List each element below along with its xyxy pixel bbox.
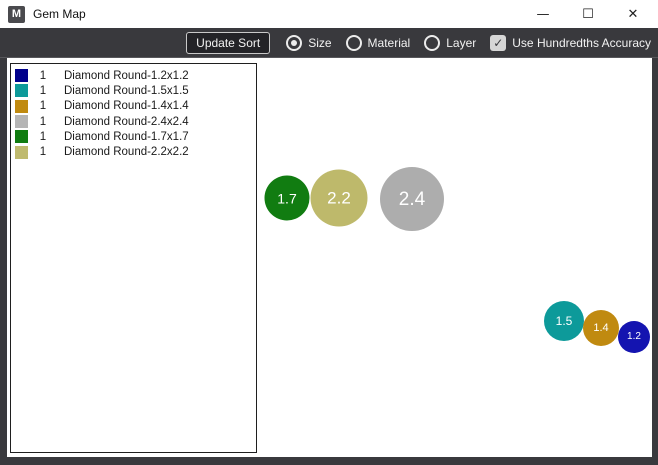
color-swatch-icon: [15, 99, 28, 113]
check-icon: ✓: [490, 34, 507, 51]
radio-button-icon: [345, 34, 362, 51]
legend-item[interactable]: 1 Diamond Round-1.4x1.4: [11, 99, 256, 114]
legend-label: Diamond Round-1.7x1.7: [64, 130, 189, 143]
radio-layer-label: Layer: [446, 35, 477, 50]
legend-count: 1: [39, 146, 47, 159]
minimize-button[interactable]: —: [528, 2, 558, 26]
radio-button-icon: [286, 34, 303, 51]
content-frame: 1 Diamond Round-1.2x1.2 1 Diamond Round-1.5…: [0, 58, 658, 465]
legend-label: Diamond Round-1.5x1.5: [64, 84, 189, 97]
legend-count: 1: [39, 130, 47, 143]
accuracy-checkbox[interactable]: ✓ Use Hundredths Accuracy: [490, 34, 651, 51]
window-title: Gem Map: [33, 7, 86, 21]
gem-circle[interactable]: 1.2: [618, 321, 650, 353]
legend-count: 1: [39, 115, 47, 128]
legend-item[interactable]: 1 Diamond Round-1.5x1.5: [11, 83, 256, 98]
gem-circle[interactable]: 1.4: [583, 310, 619, 346]
legend-item[interactable]: 1 Diamond Round-1.7x1.7: [11, 129, 256, 144]
legend-item[interactable]: 1 Diamond Round-2.4x2.4: [11, 114, 256, 129]
legend-item[interactable]: 1 Diamond Round-1.2x1.2: [11, 68, 256, 83]
radio-button-icon: [424, 34, 441, 51]
gem-circle[interactable]: 2.4: [380, 167, 444, 231]
legend-listbox[interactable]: 1 Diamond Round-1.2x1.2 1 Diamond Round-1.5…: [10, 63, 257, 453]
accuracy-checkbox-label: Use Hundredths Accuracy: [512, 35, 651, 50]
radio-material[interactable]: Material: [345, 34, 411, 51]
app-icon: M: [8, 5, 25, 23]
color-swatch-icon: [15, 145, 28, 159]
legend-count: 1: [39, 84, 47, 97]
color-swatch-icon: [15, 115, 28, 129]
map-canvas[interactable]: 1 Diamond Round-1.2x1.2 1 Diamond Round-1.5…: [7, 58, 652, 457]
gem-circle[interactable]: 1.5: [544, 301, 584, 341]
legend-label: Diamond Round-2.4x2.4: [64, 115, 189, 128]
title-bar: M Gem Map — ☐ ✕: [0, 0, 658, 28]
radio-layer[interactable]: Layer: [424, 34, 477, 51]
legend-label: Diamond Round-1.4x1.4: [64, 100, 189, 113]
maximize-button[interactable]: ☐: [573, 2, 603, 26]
legend-label: Diamond Round-1.2x1.2: [64, 69, 189, 82]
radio-material-label: Material: [367, 35, 411, 50]
gem-circle[interactable]: 1.7: [264, 175, 310, 221]
radio-size-label: Size: [308, 35, 332, 50]
update-sort-button[interactable]: Update Sort: [186, 31, 271, 54]
window-controls: — ☐ ✕: [513, 2, 648, 26]
close-button[interactable]: ✕: [618, 2, 648, 26]
color-swatch-icon: [15, 84, 28, 98]
legend-count: 1: [39, 100, 47, 113]
toolbar: Update Sort Size Material Layer ✓ Use Hu…: [0, 28, 658, 58]
gem-circle[interactable]: 2.2: [310, 169, 368, 227]
legend-count: 1: [39, 69, 47, 82]
color-swatch-icon: [15, 69, 28, 83]
legend-label: Diamond Round-2.2x2.2: [64, 146, 189, 159]
legend-item[interactable]: 1 Diamond Round-2.2x2.2: [11, 144, 256, 159]
color-swatch-icon: [15, 130, 28, 144]
radio-size[interactable]: Size: [286, 34, 332, 51]
